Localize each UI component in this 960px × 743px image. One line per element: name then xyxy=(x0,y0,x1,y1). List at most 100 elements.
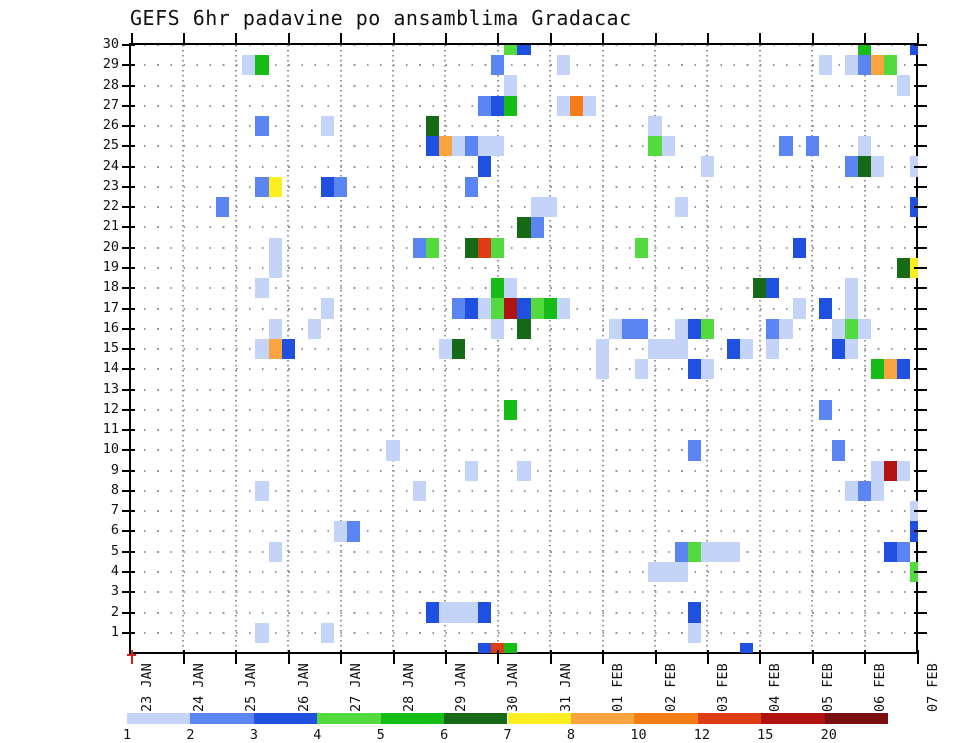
heatmap-cell xyxy=(700,156,714,177)
x-axis-date-label: 07 FEB xyxy=(924,663,941,712)
heatmap-cell xyxy=(766,318,780,339)
y-axis-label: 1 xyxy=(110,623,119,640)
heatmap-cell xyxy=(425,115,439,137)
heatmap-cell xyxy=(255,338,269,360)
legend-color-segment xyxy=(317,713,381,724)
y-tick-left xyxy=(122,266,135,269)
grid-line-v xyxy=(863,45,866,653)
grid-line-h xyxy=(131,408,918,411)
grid-line-h xyxy=(131,84,918,87)
heatmap-cell xyxy=(831,318,845,339)
legend-color-segment xyxy=(761,713,825,724)
heatmap-cell xyxy=(465,237,479,258)
heatmap-cell xyxy=(844,278,859,299)
legend-color-segment xyxy=(253,713,318,724)
grid-line-h xyxy=(131,510,918,513)
y-tick-right xyxy=(914,266,927,269)
x-tick-bottom xyxy=(235,650,238,664)
heatmap-cell xyxy=(491,95,505,116)
y-axis-label: 7 xyxy=(110,502,119,519)
heatmap-cell xyxy=(491,318,505,339)
heatmap-cell xyxy=(727,541,741,562)
heatmap-cell xyxy=(517,460,531,481)
y-axis-label: 6 xyxy=(110,522,119,539)
heatmap-cell xyxy=(517,217,531,238)
grid-line-v xyxy=(811,45,814,653)
heatmap-cell xyxy=(478,298,492,319)
grid-line-h xyxy=(131,185,918,188)
y-axis-label: 27 xyxy=(102,96,119,113)
heatmap-cell xyxy=(478,237,492,258)
x-axis-date-label: 28 JAN xyxy=(400,663,417,712)
heatmap-cell xyxy=(465,176,479,198)
grid-line-h xyxy=(131,348,918,351)
heatmap-cell xyxy=(766,338,780,360)
y-tick-right xyxy=(914,165,927,168)
heatmap-cell xyxy=(897,359,911,380)
x-tick-top xyxy=(602,33,605,44)
x-axis-date-label: 27 JAN xyxy=(348,663,365,712)
x-tick-bottom xyxy=(549,650,552,664)
x-tick-bottom xyxy=(287,650,290,664)
x-tick-bottom xyxy=(916,650,919,664)
y-axis-label: 10 xyxy=(102,441,119,458)
x-tick-top xyxy=(340,33,343,44)
heatmap-cell xyxy=(281,338,295,360)
x-tick-bottom xyxy=(654,650,657,664)
x-axis-date-label: 25 JAN xyxy=(243,663,260,712)
heatmap-cell xyxy=(347,521,361,542)
x-axis-date-label: 06 FEB xyxy=(872,663,889,712)
legend-color-segment xyxy=(570,713,635,724)
y-axis-label: 29 xyxy=(102,56,119,73)
grid-line-v xyxy=(549,45,552,653)
heatmap-cell xyxy=(504,399,518,420)
y-tick-right xyxy=(914,145,927,148)
heatmap-cell xyxy=(451,298,466,319)
y-tick-right xyxy=(914,530,927,533)
grid-line-h xyxy=(131,368,918,371)
heatmap-cell xyxy=(320,115,335,137)
grid-line-v xyxy=(706,45,709,653)
heatmap-cell xyxy=(687,622,701,643)
heatmap-cell xyxy=(425,602,439,623)
origin-marker xyxy=(127,654,136,656)
heatmap-cell xyxy=(897,460,911,481)
x-axis-date-label: 03 FEB xyxy=(714,663,731,712)
heatmap-cell xyxy=(779,136,793,157)
grid-line-h xyxy=(131,591,918,594)
heatmap-cell xyxy=(910,45,918,56)
x-axis-date-label: 31 JAN xyxy=(557,663,574,712)
heatmap-cell xyxy=(386,440,400,461)
y-tick-right xyxy=(914,571,927,574)
heatmap-cell xyxy=(504,642,518,653)
heatmap-cell xyxy=(334,176,348,198)
heatmap-cell xyxy=(504,75,518,96)
heatmap-cell xyxy=(582,95,597,116)
heatmap-cell xyxy=(844,338,859,360)
heatmap-cell xyxy=(687,541,701,562)
heatmap-cell xyxy=(320,622,335,643)
y-tick-left xyxy=(122,408,135,411)
heatmap-cell xyxy=(635,237,649,258)
x-axis-date-label: 30 JAN xyxy=(505,663,522,712)
y-tick-right xyxy=(914,631,927,634)
legend-color-segment xyxy=(190,713,254,724)
x-tick-top xyxy=(130,33,133,44)
y-tick-right xyxy=(914,348,927,351)
x-axis-date-label: 01 FEB xyxy=(610,663,627,712)
y-axis-label: 8 xyxy=(110,481,119,498)
grid-line-h xyxy=(131,266,918,269)
heatmap-cell xyxy=(334,521,348,542)
heatmap-cell xyxy=(884,359,898,380)
y-axis-label: 16 xyxy=(102,319,119,336)
heatmap-cell xyxy=(517,298,531,319)
heatmap-cell xyxy=(818,399,832,420)
y-axis-label: 30 xyxy=(102,36,119,52)
heatmap-cell xyxy=(740,338,754,360)
y-tick-left xyxy=(122,307,135,310)
heatmap-cell xyxy=(451,602,466,623)
heatmap-cell xyxy=(687,318,701,339)
heatmap-cell xyxy=(478,136,492,157)
x-tick-bottom xyxy=(497,650,500,664)
